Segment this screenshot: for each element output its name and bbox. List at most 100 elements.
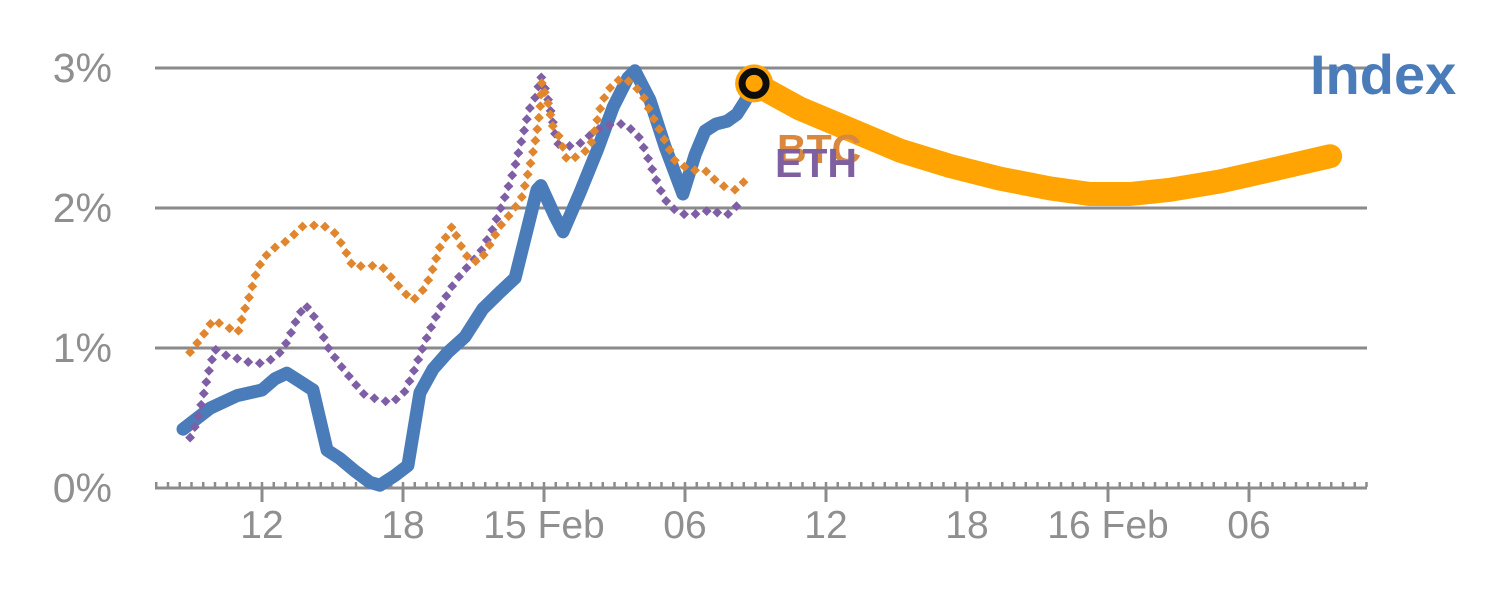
dot — [335, 237, 346, 248]
dot — [205, 318, 216, 329]
dot — [524, 103, 535, 114]
dot — [417, 343, 428, 354]
dot — [575, 138, 586, 149]
dot — [557, 141, 568, 152]
dot — [378, 263, 389, 274]
dot — [426, 322, 437, 333]
dot — [669, 155, 680, 166]
y-tick-label-0%: 0% — [52, 465, 112, 511]
dot — [233, 325, 244, 336]
dot — [533, 112, 544, 123]
dot — [643, 103, 654, 114]
dot — [701, 206, 712, 217]
dot — [669, 204, 680, 215]
dot — [632, 83, 643, 94]
dot — [329, 352, 340, 363]
y-tick-label-3%: 3% — [52, 45, 112, 91]
dot — [553, 130, 564, 141]
series-dots-btc — [185, 75, 749, 358]
dot — [346, 258, 357, 269]
dot — [738, 177, 749, 188]
dot — [240, 303, 251, 314]
dot — [393, 280, 404, 291]
x-axis — [155, 482, 1368, 502]
dot — [586, 137, 597, 148]
x-tick-label-18: 18 — [945, 504, 989, 547]
dot — [510, 159, 521, 170]
dot — [427, 264, 438, 275]
dot — [430, 311, 441, 322]
dot — [532, 124, 543, 135]
x-tick-label-12: 12 — [804, 504, 848, 547]
dot — [564, 141, 575, 151]
dot — [413, 354, 424, 365]
series-line-index — [176, 64, 761, 492]
dot — [580, 146, 591, 157]
dot — [250, 270, 261, 281]
dot — [255, 259, 265, 270]
dot — [399, 386, 410, 397]
dot — [723, 209, 734, 220]
dot — [441, 291, 452, 302]
dot — [536, 72, 547, 83]
dot — [536, 78, 547, 88]
dot — [729, 184, 740, 195]
dot — [261, 250, 272, 261]
dot — [516, 192, 527, 202]
dot — [369, 393, 380, 404]
dot — [309, 220, 319, 231]
dot — [232, 353, 243, 364]
dot — [265, 354, 276, 365]
dot — [204, 365, 214, 376]
dot — [604, 120, 615, 130]
dot — [525, 158, 536, 169]
dot — [243, 357, 254, 367]
dot — [323, 343, 334, 354]
dot — [510, 201, 521, 212]
dot — [380, 396, 391, 407]
dot — [198, 388, 209, 399]
dot — [690, 209, 701, 219]
dot — [539, 87, 550, 98]
dot — [320, 221, 330, 232]
dot — [654, 124, 665, 135]
dot — [589, 126, 600, 137]
dot — [599, 92, 610, 103]
dot — [390, 394, 401, 405]
dot — [289, 229, 300, 240]
dot — [605, 82, 616, 93]
series-label-index: Index — [1310, 43, 1457, 106]
dot — [318, 332, 329, 343]
dot — [731, 201, 742, 212]
dot — [401, 289, 412, 300]
y-tick-label-1%: 1% — [52, 325, 112, 371]
dot — [638, 142, 649, 153]
dot — [522, 169, 533, 180]
dot — [570, 152, 581, 163]
dot — [214, 318, 225, 329]
dot — [254, 358, 265, 369]
dot — [210, 344, 221, 355]
dot — [286, 327, 296, 338]
dot — [639, 92, 649, 103]
dot — [431, 253, 442, 264]
series-line-forecast — [742, 71, 1343, 206]
dot — [409, 365, 419, 376]
dot — [543, 98, 554, 109]
dot — [530, 135, 541, 146]
dot — [446, 222, 457, 233]
dot — [201, 377, 212, 388]
dot — [313, 321, 324, 332]
dot — [358, 388, 369, 399]
dot — [592, 114, 603, 125]
gridlines — [155, 66, 1367, 350]
dot — [519, 180, 530, 191]
marker-ring-icon — [738, 67, 770, 99]
dot — [447, 281, 458, 292]
dot — [651, 175, 662, 185]
dot — [661, 196, 672, 206]
dot — [336, 362, 347, 372]
dot — [280, 236, 291, 247]
dot — [503, 211, 514, 221]
x-tick-label-12: 12 — [240, 504, 284, 547]
